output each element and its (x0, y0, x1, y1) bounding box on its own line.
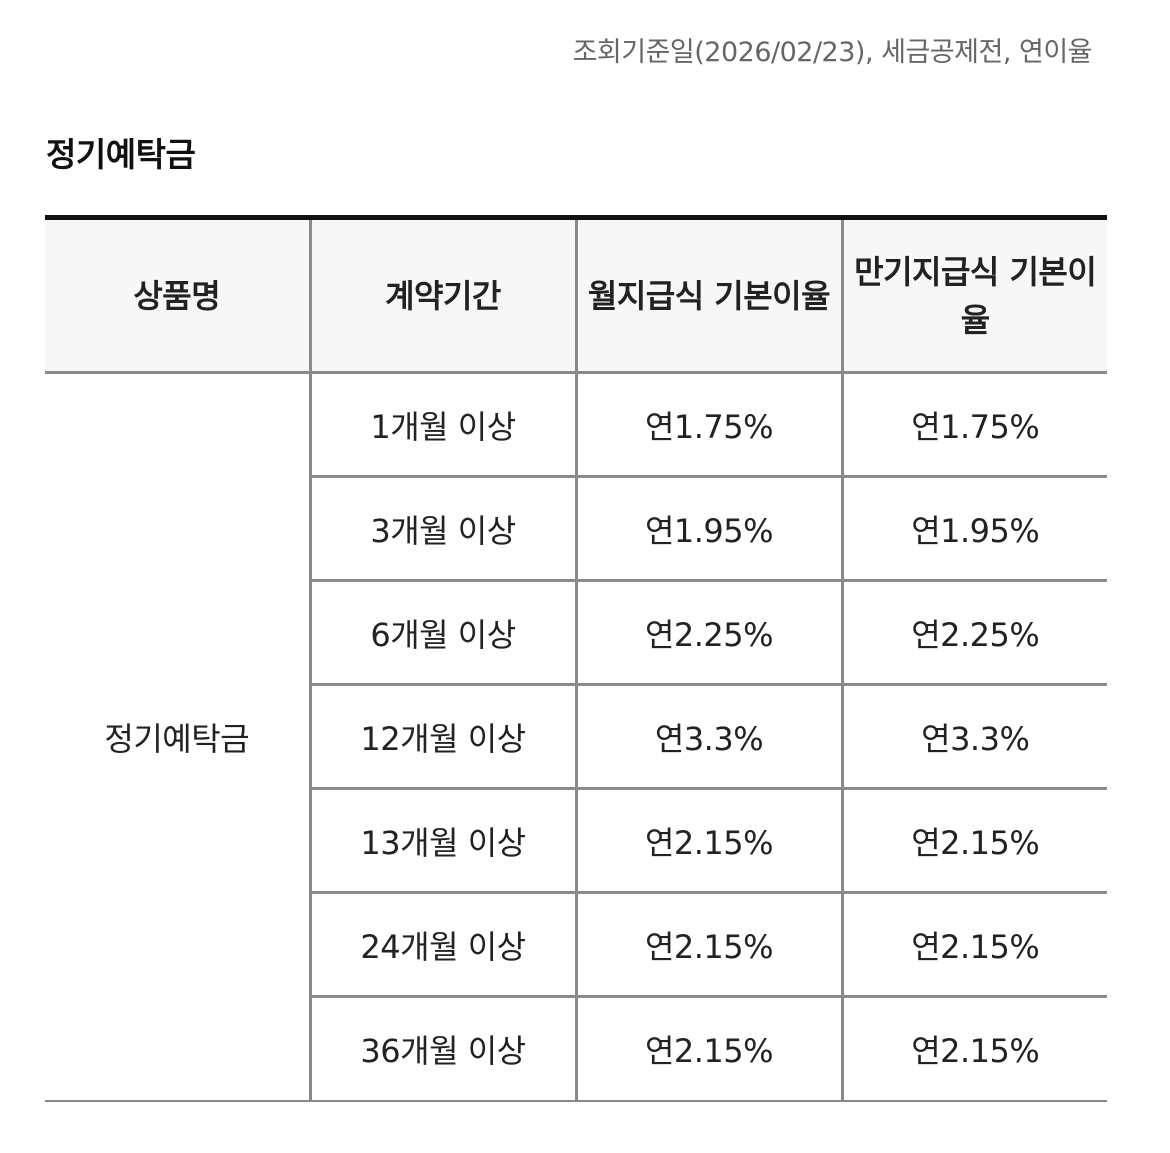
maturity-rate-cell: 연2.25% (840, 580, 1107, 686)
reference-date-note: 조회기준일(2026/02/23), 세금공제전, 연이율 (572, 37, 1093, 68)
table-header-row: 상품명 계약기간 월지급식 기본이율 만기지급식 기본이율 (45, 217, 1107, 374)
column-header-monthly-rate: 월지급식 기본이율 (574, 217, 842, 374)
contract-period-cell: 1개월 이상 (308, 372, 576, 478)
table-row: 24개월 이상 연2.15% 연2.15% (45, 892, 1107, 998)
contract-period-cell: 13개월 이상 (308, 788, 576, 894)
monthly-rate-cell: 연1.75% (574, 372, 842, 478)
column-header-product-name: 상품명 (45, 217, 310, 374)
column-header-contract-period: 계약기간 (308, 217, 576, 374)
table-row: 6개월 이상 연2.25% 연2.25% (45, 580, 1107, 686)
monthly-rate-cell: 연2.15% (574, 788, 842, 894)
contract-period-cell: 12개월 이상 (308, 684, 576, 790)
maturity-rate-cell: 연3.3% (840, 684, 1107, 790)
section-title: 정기예탁금 (46, 135, 196, 174)
monthly-rate-cell: 연2.25% (574, 580, 842, 686)
table-row: 12개월 이상 연3.3% 연3.3% (45, 684, 1107, 790)
monthly-rate-cell: 연1.95% (574, 476, 842, 582)
product-name-cell: 정기예탁금 (104, 719, 250, 758)
table-row: 36개월 이상 연2.15% 연2.15% (45, 996, 1107, 1101)
maturity-rate-cell: 연2.15% (840, 892, 1107, 998)
monthly-rate-cell: 연3.3% (574, 684, 842, 790)
maturity-rate-cell: 연1.75% (840, 372, 1107, 478)
monthly-rate-cell: 연2.15% (574, 996, 842, 1101)
interest-rate-table: 상품명 계약기간 월지급식 기본이율 만기지급식 기본이율 정기예탁금 1개월 … (45, 215, 1107, 1102)
contract-period-cell: 36개월 이상 (308, 996, 576, 1101)
contract-period-cell: 24개월 이상 (308, 892, 576, 998)
column-header-maturity-rate: 만기지급식 기본이율 (840, 217, 1107, 374)
table-row: 3개월 이상 연1.95% 연1.95% (45, 476, 1107, 582)
contract-period-cell: 3개월 이상 (308, 476, 576, 582)
maturity-rate-cell: 연1.95% (840, 476, 1107, 582)
table-row: 정기예탁금 1개월 이상 연1.75% 연1.75% (45, 372, 1107, 758)
contract-period-cell: 6개월 이상 (308, 580, 576, 686)
table-row: 13개월 이상 연2.15% 연2.15% (45, 788, 1107, 894)
maturity-rate-cell: 연2.15% (840, 996, 1107, 1101)
maturity-rate-cell: 연2.15% (840, 788, 1107, 894)
monthly-rate-cell: 연2.15% (574, 892, 842, 998)
